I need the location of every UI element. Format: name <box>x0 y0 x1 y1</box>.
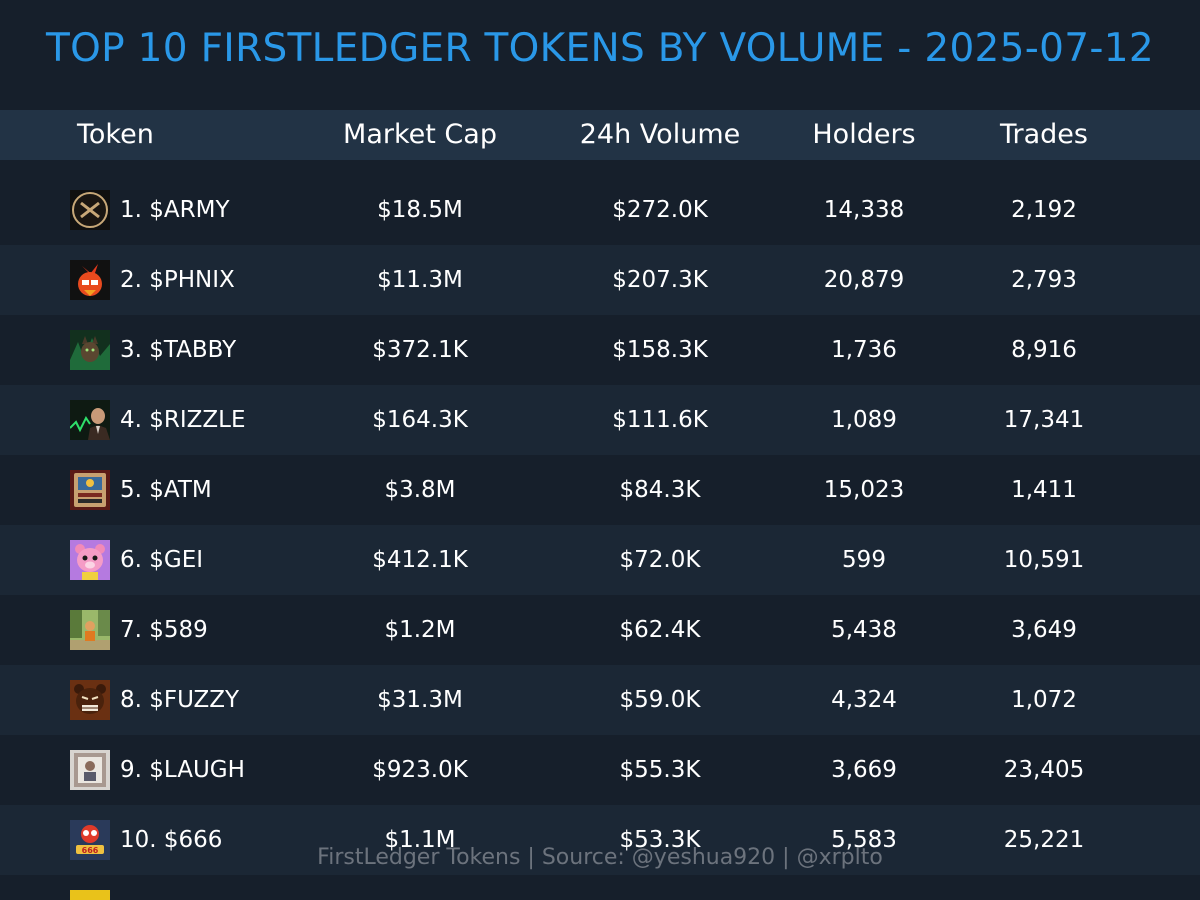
trades-value: 2,793 <box>1011 267 1077 293</box>
token-name[interactable]: 8. $FUZZY <box>120 687 240 713</box>
market-cap-value: $18.5M <box>377 197 463 223</box>
holders-value: 5,438 <box>831 617 897 643</box>
page-title: TOP 10 FIRSTLEDGER TOKENS BY VOLUME - 20… <box>46 26 1154 71</box>
market-cap-value: $164.3K <box>372 407 468 433</box>
token-table: 1. $ARMY $18.5M $272.0K 14,338 2,192 2. … <box>0 175 1200 875</box>
column-header-24h-volume[interactable]: 24h Volume <box>579 119 741 150</box>
svg-text:666: 666 <box>82 846 99 855</box>
column-header-trades[interactable]: Trades <box>1000 119 1088 150</box>
trades-value: 8,916 <box>1011 337 1077 363</box>
table-row[interactable]: 9. $LAUGH $923.0K $55.3K 3,669 23,405 <box>0 735 1200 805</box>
column-header-market-cap[interactable]: Market Cap <box>343 119 497 150</box>
holders-value: 20,879 <box>823 267 905 293</box>
volume-value: $111.6K <box>612 407 708 433</box>
token-name[interactable]: 7. $589 <box>120 617 208 643</box>
army-logo-icon <box>70 190 110 230</box>
volume-value: $72.0K <box>619 547 701 573</box>
tabby-cat-icon <box>70 330 110 370</box>
partial-token-icon <box>70 890 110 900</box>
token-name[interactable]: 3. $TABBY <box>120 337 237 363</box>
fuzzy-bear-icon <box>70 680 110 720</box>
phoenix-bird-icon <box>70 260 110 300</box>
token-name[interactable]: 6. $GEI <box>120 547 204 573</box>
holders-value: 15,023 <box>823 477 905 503</box>
trades-value: 10,591 <box>1003 547 1085 573</box>
volume-value: $53.3K <box>619 827 701 853</box>
token-name[interactable]: 5. $ATM <box>120 477 212 503</box>
market-cap-value: $1.1M <box>384 827 456 853</box>
trades-value: 3,649 <box>1011 617 1077 643</box>
token-name[interactable]: 9. $LAUGH <box>120 757 245 783</box>
pink-bear-icon <box>70 540 110 580</box>
table-row[interactable]: 1. $ARMY $18.5M $272.0K 14,338 2,192 <box>0 175 1200 245</box>
volume-value: $272.0K <box>612 197 708 223</box>
column-header-token[interactable]: Token <box>77 119 154 150</box>
market-cap-value: $412.1K <box>372 547 468 573</box>
table-row[interactable]: 7. $589 $1.2M $62.4K 5,438 3,649 <box>0 595 1200 665</box>
column-header-holders[interactable]: Holders <box>812 119 916 150</box>
table-row[interactable]: 666 10. $666 $1.1M $53.3K 5,583 25,221 <box>0 805 1200 875</box>
holders-value: 5,583 <box>831 827 897 853</box>
market-cap-value: $923.0K <box>372 757 468 783</box>
trades-value: 1,072 <box>1011 687 1077 713</box>
market-cap-value: $372.1K <box>372 337 468 363</box>
holders-value: 1,736 <box>831 337 897 363</box>
trades-value: 17,341 <box>1003 407 1085 433</box>
table-row[interactable]: 3. $TABBY $372.1K $158.3K 1,736 8,916 <box>0 315 1200 385</box>
volume-value: $158.3K <box>612 337 708 363</box>
trades-value: 1,411 <box>1011 477 1077 503</box>
market-cap-value: $1.2M <box>384 617 456 643</box>
table-row[interactable]: 4. $RIZZLE $164.3K $111.6K 1,089 17,341 <box>0 385 1200 455</box>
city-character-icon <box>70 610 110 650</box>
table-row[interactable]: 8. $FUZZY $31.3M $59.0K 4,324 1,072 <box>0 665 1200 735</box>
holders-value: 4,324 <box>831 687 897 713</box>
holders-value: 599 <box>842 547 886 573</box>
volume-value: $207.3K <box>612 267 708 293</box>
volume-value: $55.3K <box>619 757 701 783</box>
holders-value: 3,669 <box>831 757 897 783</box>
volume-value: $84.3K <box>619 477 701 503</box>
atm-machine-icon <box>70 470 110 510</box>
rizzle-man-icon <box>70 400 110 440</box>
market-cap-value: $3.8M <box>384 477 456 503</box>
token-name[interactable]: 4. $RIZZLE <box>120 407 246 433</box>
footer-source: FirstLedger Tokens | Source: @yeshua920 … <box>317 845 883 870</box>
table-row[interactable]: 2. $PHNIX $11.3M $207.3K 20,879 2,793 <box>0 245 1200 315</box>
table-header: Token Market Cap 24h Volume Holders Trad… <box>0 110 1200 160</box>
holders-value: 14,338 <box>823 197 905 223</box>
volume-value: $59.0K <box>619 687 701 713</box>
table-row[interactable]: 6. $GEI $412.1K $72.0K 599 10,591 <box>0 525 1200 595</box>
volume-value: $62.4K <box>619 617 701 643</box>
trades-value: 23,405 <box>1003 757 1085 783</box>
trades-value: 2,192 <box>1011 197 1077 223</box>
table-row[interactable]: 5. $ATM $3.8M $84.3K 15,023 1,411 <box>0 455 1200 525</box>
token-name[interactable]: 10. $666 <box>120 827 223 853</box>
holders-value: 1,089 <box>831 407 897 433</box>
market-cap-value: $11.3M <box>377 267 463 293</box>
market-cap-value: $31.3M <box>377 687 463 713</box>
trades-value: 25,221 <box>1003 827 1085 853</box>
laugh-poster-icon <box>70 750 110 790</box>
666-character-icon: 666 <box>70 820 110 860</box>
token-name[interactable]: 2. $PHNIX <box>120 267 235 293</box>
token-name[interactable]: 1. $ARMY <box>120 197 230 223</box>
